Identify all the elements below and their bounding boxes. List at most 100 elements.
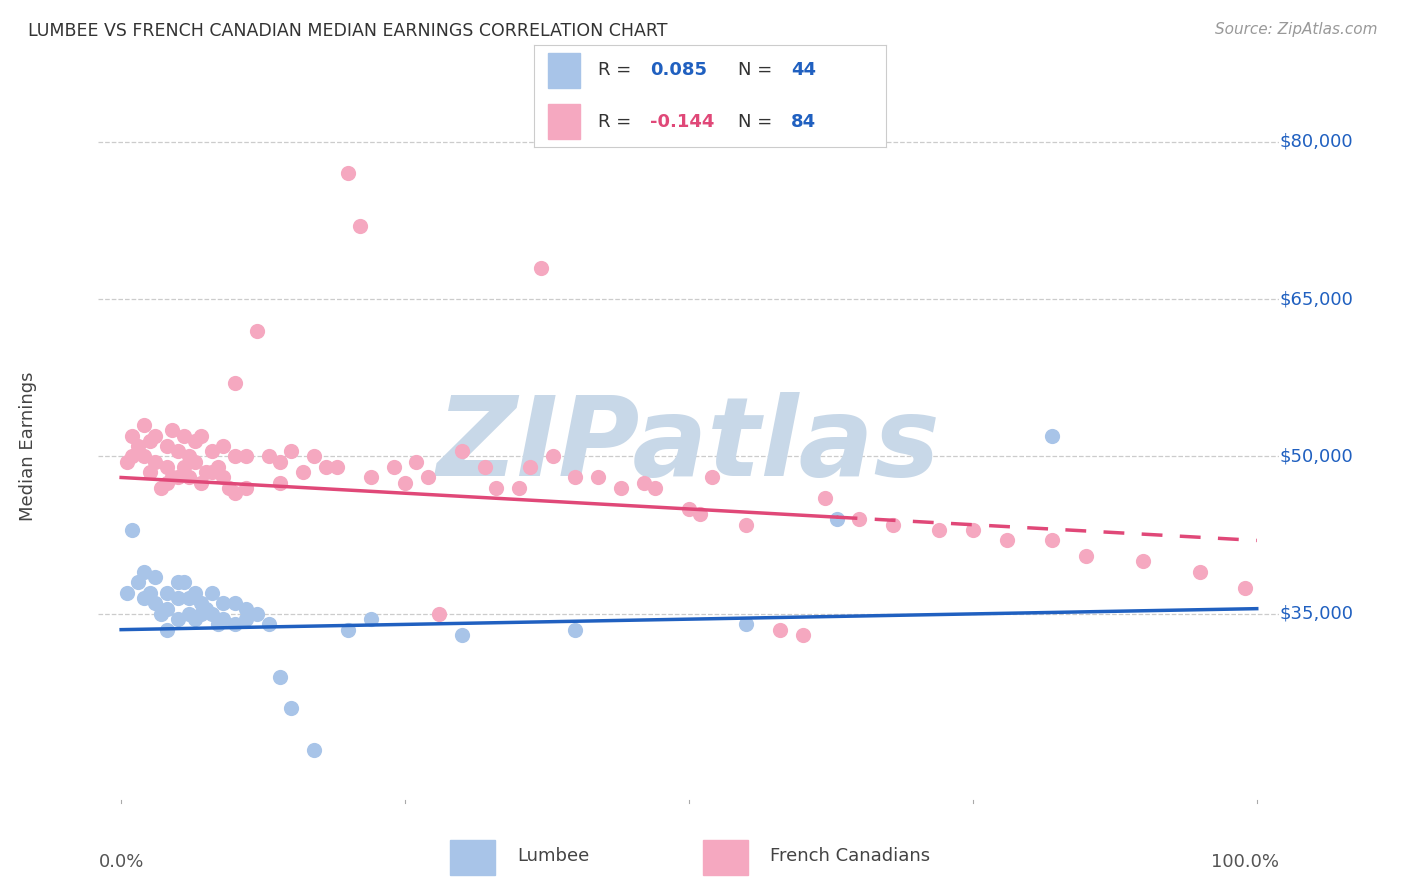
Point [315, 460, 337, 475]
Point [427, 607, 450, 621]
Point [173, 575, 195, 590]
Point [201, 586, 224, 600]
Point [825, 512, 848, 526]
Point [678, 502, 700, 516]
Point [201, 465, 224, 479]
Text: LUMBEE VS FRENCH CANADIAN MEDIAN EARNINGS CORRELATION CHART: LUMBEE VS FRENCH CANADIAN MEDIAN EARNING… [28, 22, 668, 40]
Point [167, 612, 190, 626]
Point [173, 428, 195, 442]
Text: N =: N = [738, 62, 772, 79]
Point [882, 517, 904, 532]
Point [1188, 565, 1211, 579]
Text: 84: 84 [790, 112, 815, 130]
Text: $65,000: $65,000 [1279, 290, 1354, 308]
Point [143, 596, 166, 610]
Point [184, 586, 207, 600]
Point [269, 475, 291, 490]
Point [564, 470, 586, 484]
Point [257, 450, 280, 464]
Text: Median Earnings: Median Earnings [18, 371, 37, 521]
Point [1132, 554, 1154, 568]
Text: French Canadians: French Canadians [770, 847, 931, 865]
Text: R =: R = [598, 112, 631, 130]
Text: -0.144: -0.144 [650, 112, 714, 130]
Point [769, 623, 792, 637]
Point [173, 460, 195, 475]
Point [224, 617, 246, 632]
Point [541, 450, 564, 464]
Point [179, 470, 201, 484]
Point [450, 444, 472, 458]
Bar [450, 840, 495, 875]
Point [224, 450, 246, 464]
Point [633, 475, 655, 490]
Point [485, 481, 508, 495]
Text: Lumbee: Lumbee [517, 847, 589, 865]
Point [201, 444, 224, 458]
Point [212, 596, 235, 610]
Point [360, 612, 382, 626]
Text: 0.0%: 0.0% [98, 853, 143, 871]
Point [734, 617, 756, 632]
Point [995, 533, 1018, 548]
Bar [548, 53, 579, 87]
Point [235, 601, 257, 615]
Text: N =: N = [738, 112, 772, 130]
Point [302, 743, 325, 757]
Point [155, 460, 177, 475]
Point [928, 523, 950, 537]
Point [149, 607, 172, 621]
Point [644, 481, 666, 495]
Point [138, 586, 160, 600]
Point [235, 612, 257, 626]
Point [155, 601, 177, 615]
Point [269, 670, 291, 684]
Point [143, 570, 166, 584]
Point [224, 486, 246, 500]
Point [190, 475, 212, 490]
Point [519, 460, 541, 475]
Point [195, 465, 218, 479]
Point [530, 260, 553, 275]
Point [564, 623, 586, 637]
Point [1040, 428, 1063, 442]
Point [115, 586, 138, 600]
Point [280, 701, 302, 715]
Point [382, 460, 405, 475]
Point [280, 444, 302, 458]
Point [212, 470, 235, 484]
Bar [703, 840, 748, 875]
Point [474, 460, 496, 475]
Point [132, 565, 155, 579]
Point [167, 575, 190, 590]
Point [190, 607, 212, 621]
Point [195, 601, 218, 615]
Point [1040, 533, 1063, 548]
Point [349, 219, 371, 233]
Point [218, 481, 240, 495]
Point [337, 166, 360, 180]
Text: $50,000: $50,000 [1279, 448, 1353, 466]
Text: R =: R = [598, 62, 631, 79]
Point [700, 470, 723, 484]
Point [257, 617, 280, 632]
Point [212, 612, 235, 626]
Point [132, 417, 155, 432]
Point [207, 617, 229, 632]
Point [132, 591, 155, 606]
Point [138, 465, 160, 479]
Bar [548, 104, 579, 139]
Point [235, 481, 257, 495]
Point [416, 470, 439, 484]
Point [155, 439, 177, 453]
Point [190, 428, 212, 442]
Text: 44: 44 [790, 62, 815, 79]
Point [115, 455, 138, 469]
Point [179, 607, 201, 621]
Point [179, 591, 201, 606]
Point [167, 470, 190, 484]
Point [184, 455, 207, 469]
Point [190, 596, 212, 610]
Point [143, 455, 166, 469]
Point [167, 444, 190, 458]
